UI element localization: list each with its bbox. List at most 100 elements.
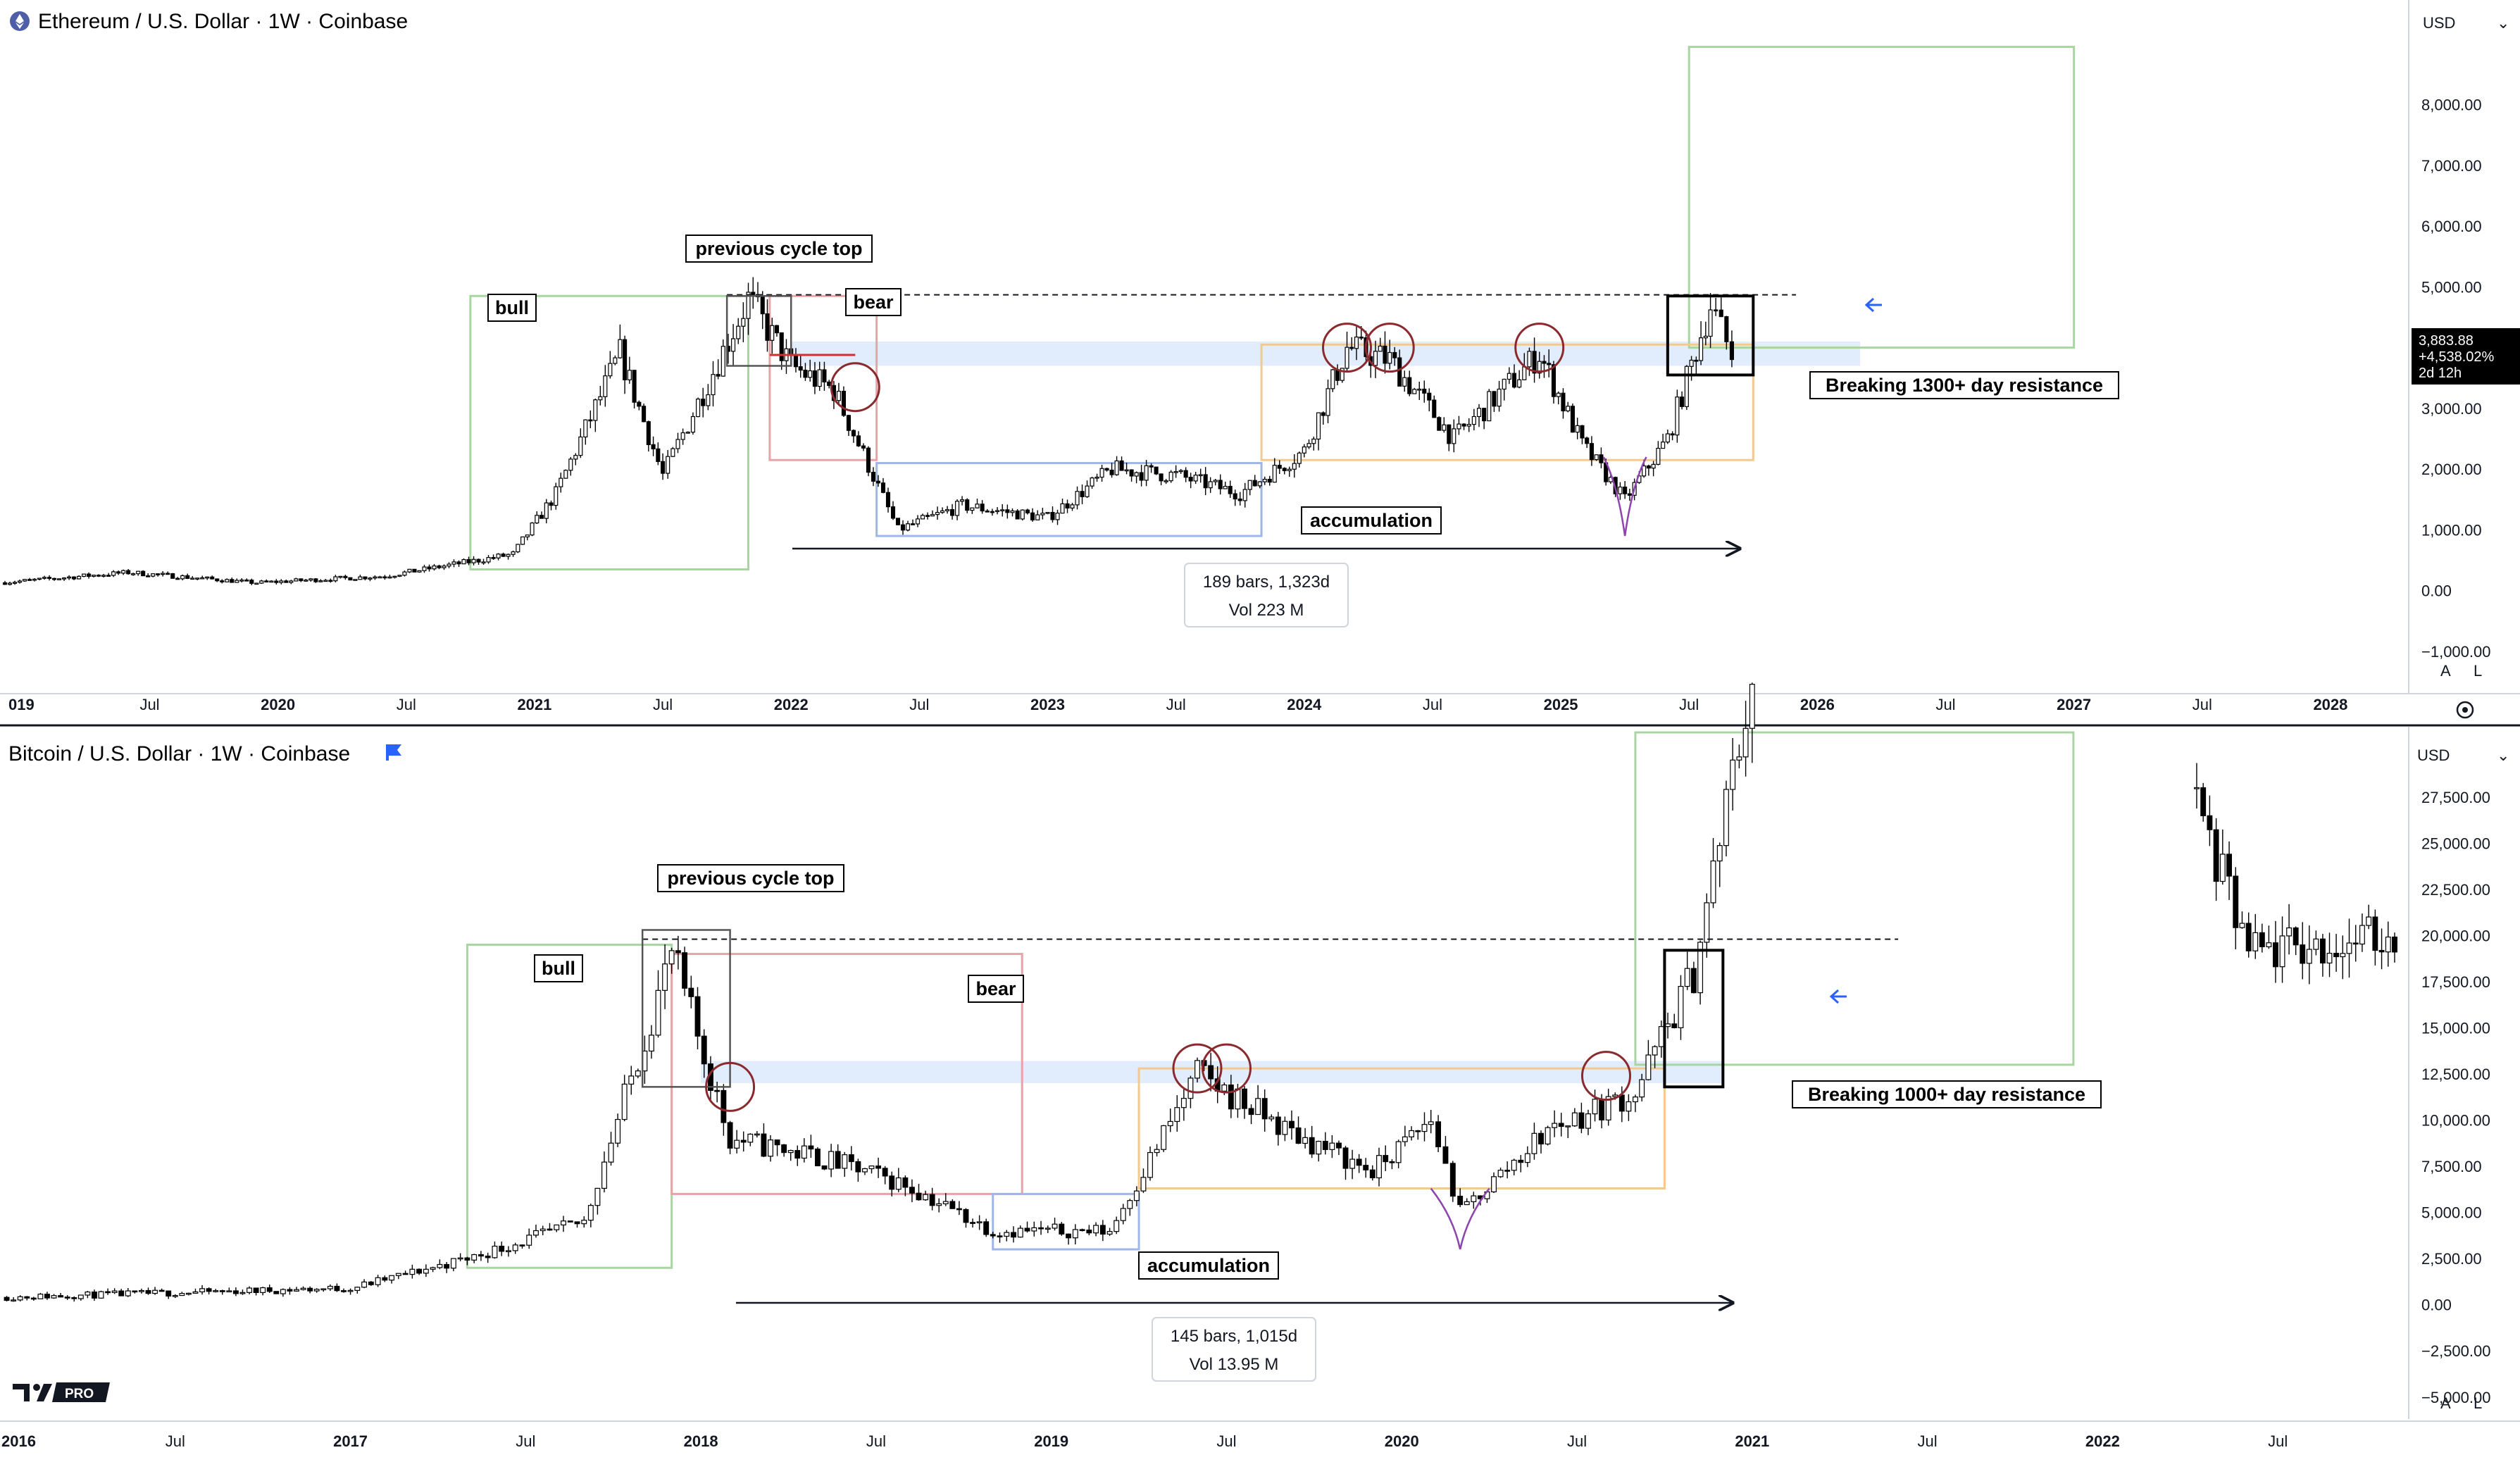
btc-bear-box[interactable]: [670, 953, 1023, 1195]
btc-time-tick: 2022: [2085, 1432, 2120, 1450]
btc-chart-title[interactable]: Bitcoin / U.S. Dollar · 1W · Coinbase: [8, 742, 350, 766]
btc-candle: [868, 1166, 875, 1170]
btc-accumulation-box[interactable]: [992, 1192, 1140, 1251]
eth-currency-select[interactable]: USD: [2423, 14, 2455, 32]
btc-candle: [492, 1245, 498, 1258]
eth-accumulation-box[interactable]: [875, 462, 1263, 537]
flag-icon[interactable]: [386, 744, 401, 761]
eth-candle: [111, 571, 116, 576]
eth-candle: [593, 399, 598, 421]
eth-candle: [161, 573, 166, 575]
eth-candle: [1471, 416, 1476, 425]
btc-candle: [923, 1194, 929, 1201]
eth-bull-label: bull: [495, 297, 529, 318]
btc-candle: [266, 1287, 273, 1292]
btc-currency-select[interactable]: USD: [2417, 746, 2450, 764]
eth-bull-box[interactable]: [469, 294, 749, 571]
eth-candle: [451, 561, 456, 565]
eth-candle: [1335, 369, 1340, 381]
btc-candle: [450, 1258, 456, 1269]
eth-bull-label-box[interactable]: [487, 294, 537, 322]
btc-candle: [714, 1089, 721, 1092]
eth-time-axis[interactable]: 019 Jul 2020 Jul 2021 Jul 2022 Jul 2023 Jul 2024 Ju…: [8, 696, 2347, 713]
eth-time-tick: 2024: [1287, 696, 1322, 713]
eth-blue-arrow-icon[interactable]: [1864, 297, 1882, 313]
btc-target-box[interactable]: [1634, 731, 2075, 1066]
btc-time-axis[interactable]: 2016 Jul 2017 Jul 2018 Jul 2019 Jul 2020 Jul 2021 J…: [1, 1432, 2288, 1450]
eth-settings-gear-icon[interactable]: [2456, 701, 2474, 719]
eth-breaking-label-box[interactable]: [1809, 371, 2119, 399]
eth-change-percent: +4,538.02%: [2419, 349, 2495, 365]
eth-candle: [803, 369, 808, 378]
btc-price-scale[interactable]: 27,500.00 25,000.00 22,500.00 20,000.00 17,5…: [2421, 789, 2490, 1406]
eth-currency-chevron-icon[interactable]: ⌄: [2497, 14, 2509, 32]
btc-bull-box[interactable]: [466, 943, 673, 1269]
eth-rejection-circle[interactable]: [1364, 323, 1415, 373]
btc-candle: [1038, 1227, 1044, 1230]
btc-candle: [1633, 1096, 1638, 1103]
btc-candle: [1093, 1225, 1099, 1234]
btc-accumulation-label-box[interactable]: [1138, 1251, 1279, 1280]
eth-candle: [875, 480, 881, 484]
btc-candle: [1742, 727, 1749, 758]
btc-range-box[interactable]: [1137, 1067, 1666, 1190]
btc-capitulation-wick[interactable]: [1430, 1187, 1490, 1250]
btc-breaking-label-box[interactable]: [1792, 1080, 2102, 1108]
btc-rejection-circle[interactable]: [1580, 1051, 1631, 1101]
eth-prev-top-label: previous cycle top: [695, 238, 862, 259]
eth-auto-scale-button[interactable]: A: [2440, 662, 2451, 680]
btc-candle: [402, 1273, 408, 1275]
btc-bear-label-box[interactable]: [968, 975, 1024, 1003]
btc-currency-chevron-icon[interactable]: ⌄: [2497, 746, 2509, 764]
eth-candle: [1378, 345, 1383, 352]
eth-annotations[interactable]: bull bear previous cycle top accumulatio…: [487, 235, 2119, 627]
eth-log-scale-button[interactable]: L: [2474, 662, 2482, 680]
btc-bull-label-box[interactable]: [534, 954, 583, 982]
eth-candle: [975, 504, 980, 508]
eth-previous-top-box[interactable]: [725, 295, 792, 367]
eth-time-tick: Jul: [2192, 696, 2212, 713]
btc-rejection-circle[interactable]: [1172, 1043, 1223, 1094]
eth-breakout-box[interactable]: [1666, 294, 1755, 377]
eth-candle: [711, 374, 716, 396]
eth-time-tick: Jul: [139, 696, 159, 713]
btc-rejection-circle[interactable]: [705, 1061, 756, 1112]
eth-bear-label-box[interactable]: [845, 288, 902, 316]
btc-chart-panel[interactable]: Bitcoin / U.S. Dollar · 1W · Coinbase 27…: [0, 682, 2520, 1450]
eth-accumulation-label-box[interactable]: [1301, 506, 1442, 535]
btc-candle: [808, 1145, 814, 1150]
eth-rejection-circle[interactable]: [1514, 323, 1565, 373]
btc-annotations[interactable]: bull bear previous cycle top accumulatio…: [534, 864, 2102, 1382]
btc-candle: [567, 1220, 573, 1223]
btc-candle: [628, 1075, 635, 1085]
eth-range-box[interactable]: [1260, 343, 1754, 461]
eth-candle: [741, 318, 746, 327]
eth-candle: [1005, 509, 1010, 513]
eth-capitulation-wick[interactable]: [1602, 456, 1647, 537]
eth-candle: [1183, 470, 1188, 478]
btc-rejection-circle[interactable]: [1201, 1043, 1252, 1094]
btc-candle: [1545, 1127, 1551, 1145]
eth-candle: [670, 448, 675, 457]
eth-candle: [328, 580, 333, 582]
eth-candle: [751, 292, 756, 295]
eth-candle: [1487, 391, 1492, 422]
eth-chart-title[interactable]: Ethereum / U.S. Dollar · 1W · Coinbase: [38, 10, 408, 33]
btc-candle: [997, 1235, 1003, 1238]
btc-prev-top-label-box[interactable]: [657, 864, 844, 892]
btc-blue-arrow-icon[interactable]: [1829, 989, 1847, 1004]
btc-breakout-box[interactable]: [1663, 949, 1725, 1089]
eth-candle: [1035, 514, 1040, 520]
eth-target-box[interactable]: [1688, 46, 2076, 349]
eth-rejection-circle[interactable]: [830, 362, 880, 413]
btc-log-scale-button[interactable]: L: [2474, 1394, 2482, 1412]
eth-rejection-circle[interactable]: [1322, 323, 1372, 373]
btc-candle: [1031, 1227, 1037, 1232]
btc-candle: [701, 1035, 707, 1065]
btc-auto-scale-button[interactable]: A: [2440, 1394, 2451, 1412]
btc-previous-top-box[interactable]: [641, 929, 731, 1088]
eth-prev-top-label-box[interactable]: [685, 235, 873, 263]
btc-candle: [1221, 1084, 1228, 1092]
eth-chart-panel[interactable]: Ethereum / U.S. Dollar · 1W · Coinbase 8…: [0, 0, 2520, 719]
eth-candle: [1708, 309, 1713, 337]
